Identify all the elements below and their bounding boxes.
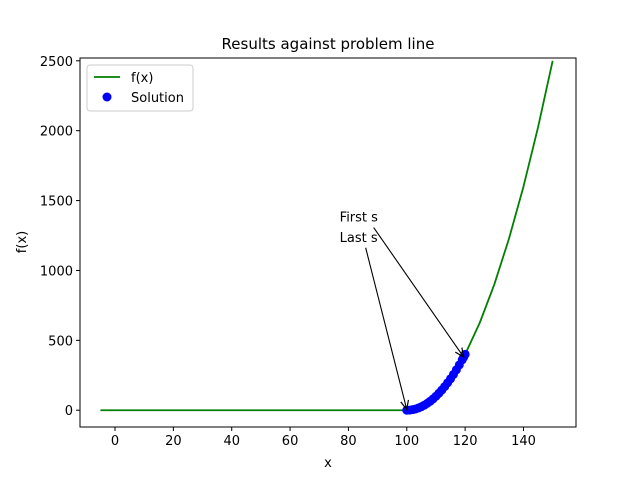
x-axis-label: x bbox=[324, 456, 332, 471]
y-tick-label: 1000 bbox=[40, 264, 73, 279]
y-tick-label: 0 bbox=[65, 404, 73, 419]
annotation-arrow bbox=[365, 247, 407, 410]
x-tick-label: 0 bbox=[111, 434, 119, 449]
x-tick-label: 60 bbox=[282, 434, 299, 449]
legend-point-swatch bbox=[102, 92, 112, 102]
y-tick-label: 2000 bbox=[40, 125, 73, 140]
series-layer bbox=[100, 60, 554, 415]
chart-title: Results against problem line bbox=[222, 35, 435, 53]
annotation-arrow bbox=[373, 227, 464, 358]
x-tick-label: 140 bbox=[511, 434, 536, 449]
plot-frame bbox=[79, 57, 577, 428]
annotation-label: First s bbox=[340, 211, 378, 226]
x-tick-label: 80 bbox=[340, 434, 357, 449]
x-axis: 0 20 40 60 80 100 120 140 bbox=[111, 427, 536, 449]
y-axis-label: f(x) bbox=[15, 231, 30, 253]
legend: f(x) Solution bbox=[86, 64, 194, 112]
legend-label-solution: Solution bbox=[131, 91, 184, 106]
annotation-label: Last s bbox=[340, 231, 378, 246]
x-tick-label: 40 bbox=[223, 434, 240, 449]
x-tick-label: 120 bbox=[453, 434, 478, 449]
y-tick-label: 1500 bbox=[40, 195, 73, 210]
y-axis: 0 500 1000 1500 2000 2500 bbox=[40, 55, 80, 419]
x-tick-label: 100 bbox=[394, 434, 419, 449]
plot-area: First s Last s bbox=[79, 57, 577, 428]
y-tick-label: 500 bbox=[48, 334, 73, 349]
y-tick-label: 2500 bbox=[40, 55, 73, 70]
annotation-layer: First s Last s bbox=[340, 211, 464, 410]
x-tick-label: 20 bbox=[165, 434, 182, 449]
legend-label-fx: f(x) bbox=[131, 71, 153, 86]
